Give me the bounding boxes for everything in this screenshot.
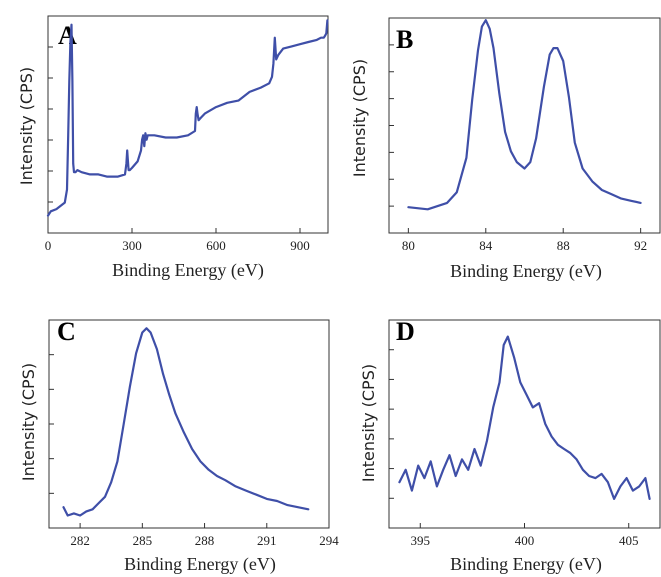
panel-d: D Intensity (CPS) Binding Energy (eV) 39… <box>359 317 661 575</box>
panel-a-spectrum-line <box>46 19 329 217</box>
panel-b-x-title: Binding Energy (eV) <box>450 261 602 282</box>
panel-b: B Intensity (CPS) Binding Energy (eV) 80… <box>350 17 661 282</box>
panel-b-x-tick-label: 84 <box>479 238 493 253</box>
panel-d-x-tick-label: 395 <box>411 533 431 548</box>
panel-a-letter: A <box>58 21 77 50</box>
panel-b-plot-frame <box>388 17 661 234</box>
panel-c: C Intensity (CPS) Binding Energy (eV) 28… <box>19 317 339 575</box>
panel-c-x-tick-label: 282 <box>70 533 90 548</box>
panel-d-letter: D <box>396 317 415 346</box>
panel-d-spectrum-line <box>398 335 651 500</box>
panel-c-y-title: Intensity (CPS) <box>19 363 38 481</box>
panel-d-x-title: Binding Energy (eV) <box>450 554 602 575</box>
panel-c-x-tick-label: 285 <box>133 533 153 548</box>
panel-d-x-tick-label: 405 <box>619 533 639 548</box>
panel-a-plot-frame <box>47 15 329 234</box>
panel-c-plot-frame <box>48 319 330 529</box>
panel-a: A Intensity (CPS) Binding Energy (eV) 0 3… <box>17 15 329 281</box>
panel-a-x-tick-label: 0 <box>45 238 52 253</box>
panel-c-x-tick-label: 291 <box>257 533 277 548</box>
panel-b-x-tick-label: 88 <box>557 238 570 253</box>
panel-b-spectrum-line <box>407 19 642 211</box>
panel-b-x-tick-label: 80 <box>402 238 415 253</box>
panel-c-x-tick-label: 294 <box>319 533 339 548</box>
panel-b-letter: B <box>396 25 413 54</box>
panel-a-x-tick-label: 600 <box>206 238 226 253</box>
panel-a-x-tick-label: 300 <box>122 238 142 253</box>
panel-d-plot-frame <box>388 319 661 529</box>
panel-c-x-tick-label: 288 <box>195 533 215 548</box>
panel-d-y-title: Intensity (CPS) <box>359 364 378 482</box>
panel-a-x-title: Binding Energy (eV) <box>112 260 264 281</box>
panel-c-x-title: Binding Energy (eV) <box>124 554 276 575</box>
panel-c-letter: C <box>57 317 76 346</box>
panel-a-y-title: Intensity (CPS) <box>17 67 36 185</box>
panel-c-spectrum-line <box>62 327 310 517</box>
panel-a-x-tick-label: 900 <box>290 238 310 253</box>
panel-d-x-tick-label: 400 <box>515 533 535 548</box>
panel-b-x-tick-label: 92 <box>634 238 647 253</box>
panel-b-y-title: Intensity (CPS) <box>350 59 369 177</box>
